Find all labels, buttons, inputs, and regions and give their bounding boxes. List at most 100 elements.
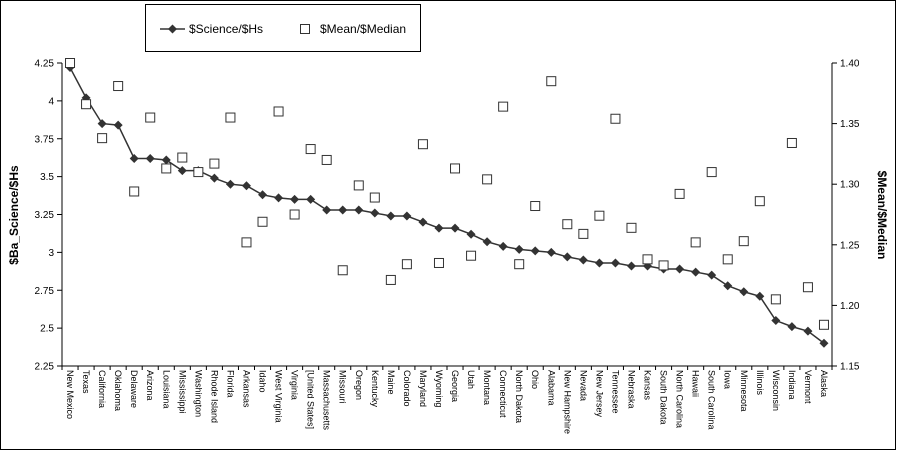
x-tick-label: Kansas xyxy=(643,370,653,401)
x-tick-label: Illinois xyxy=(755,370,765,396)
data-point xyxy=(514,259,525,270)
data-point xyxy=(129,153,139,163)
y2-tick-label: 1.20 xyxy=(840,301,860,312)
x-tick-label: Massachusetts xyxy=(322,370,332,431)
data-point xyxy=(738,236,749,247)
data-point xyxy=(818,319,829,330)
data-point xyxy=(594,258,604,268)
x-tick-label: South Carolina xyxy=(707,370,717,430)
data-point xyxy=(450,163,461,174)
data-point xyxy=(65,58,76,68)
x-tick-label: West Virginia xyxy=(274,370,284,423)
data-point xyxy=(482,174,493,185)
data-point xyxy=(642,254,653,265)
data-point xyxy=(370,208,380,218)
data-point xyxy=(177,152,188,163)
y-tick-label: 2.5 xyxy=(40,324,54,335)
x-tick-label: Nebraska xyxy=(626,370,636,409)
data-point xyxy=(385,274,396,285)
data-point xyxy=(225,179,235,189)
x-tick-label: North Dakota xyxy=(514,370,524,423)
y-tick-label: 2.75 xyxy=(35,286,55,297)
x-tick-label: Kentucky xyxy=(370,370,380,408)
y2-tick-label: 1.15 xyxy=(840,362,860,373)
x-tick-label: Maine xyxy=(386,370,396,395)
y2-tick-label: 1.35 xyxy=(840,119,860,130)
data-point xyxy=(626,222,637,233)
data-point xyxy=(145,112,156,123)
x-tick-label: Washington xyxy=(193,370,203,417)
y2-tick-label: 1.40 xyxy=(840,59,860,70)
data-point xyxy=(754,196,765,207)
x-tick-label: Delaware xyxy=(129,370,139,408)
data-point xyxy=(386,211,396,221)
data-point xyxy=(594,210,605,221)
x-tick-label: New Hampshire xyxy=(562,370,572,434)
data-point xyxy=(322,205,332,215)
legend-label: $Mean/$Median xyxy=(320,22,406,36)
x-tick-label: Indiana xyxy=(787,370,797,400)
data-point xyxy=(177,166,187,176)
data-point xyxy=(369,192,380,203)
x-tick-label: Nevada xyxy=(578,370,588,401)
x-tick-label: South Dakota xyxy=(659,370,669,425)
data-point xyxy=(337,265,348,276)
data-point xyxy=(610,113,621,124)
data-point xyxy=(258,190,268,200)
data-point xyxy=(530,201,541,212)
x-tick-label: Alabama xyxy=(546,370,556,406)
data-point xyxy=(786,137,797,148)
data-point xyxy=(113,120,123,130)
data-point xyxy=(514,244,524,254)
x-tick-label: Florida xyxy=(225,370,235,398)
y-tick-label: 4.25 xyxy=(35,59,55,70)
y-tick-label: 3 xyxy=(48,248,54,259)
data-point xyxy=(691,267,701,277)
data-point xyxy=(209,158,220,169)
x-tick-label: Missouri xyxy=(338,370,348,404)
data-point xyxy=(417,139,428,150)
data-point xyxy=(161,155,171,165)
x-tick-label: Alaska xyxy=(819,370,829,397)
x-tick-label: Arkansas xyxy=(241,370,251,408)
data-point xyxy=(97,119,107,129)
x-tick-label: Maryland xyxy=(418,370,428,407)
x-tick-label: Hawaii xyxy=(691,370,701,397)
data-point xyxy=(578,255,588,265)
x-tick-label: Oklahoma xyxy=(113,370,123,411)
data-point xyxy=(802,282,813,293)
y-axis-title: $Ba_Science/$Hs xyxy=(7,165,21,265)
data-point xyxy=(626,261,636,271)
data-point xyxy=(466,250,477,261)
data-point xyxy=(289,209,300,220)
y2-axis-title: $Mean/$Median xyxy=(875,171,889,260)
data-point xyxy=(209,173,219,183)
data-point xyxy=(610,258,620,268)
data-point xyxy=(321,154,332,165)
x-tick-label: Mississippi xyxy=(177,370,187,414)
data-point xyxy=(273,106,284,117)
x-tick-label: Colorado xyxy=(402,370,412,407)
x-tick-label: Rhode Island xyxy=(209,370,219,423)
x-tick-label: Tennessee xyxy=(610,370,620,414)
data-point xyxy=(546,247,556,257)
data-point xyxy=(482,237,492,247)
data-point xyxy=(578,228,589,239)
data-point xyxy=(129,186,140,197)
data-point xyxy=(290,194,300,204)
data-point xyxy=(819,338,829,348)
x-tick-label: North Carolina xyxy=(675,370,685,428)
data-point xyxy=(530,246,540,256)
x-tick-label: Wisconsin xyxy=(771,370,781,411)
data-point xyxy=(433,257,444,268)
x-tick-label: Vermont xyxy=(803,370,813,404)
x-tick-label: Louisiana xyxy=(161,370,171,409)
data-point xyxy=(771,316,781,326)
data-point xyxy=(498,101,509,112)
data-point xyxy=(81,99,92,110)
legend-marker xyxy=(168,24,177,34)
data-point xyxy=(274,193,284,203)
legend-box xyxy=(145,4,421,52)
